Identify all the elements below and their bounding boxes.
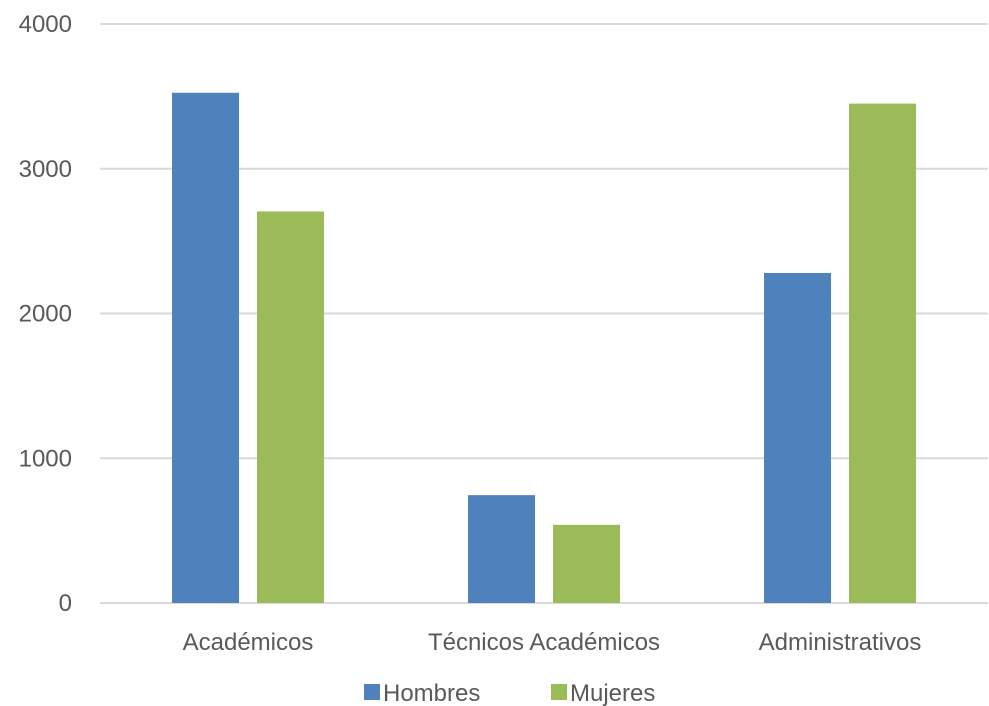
x-category-label: Técnicos Académicos bbox=[428, 629, 660, 656]
x-axis-labels: Académicos Técnicos Académicos Administrat… bbox=[183, 629, 922, 656]
y-tick-label: 0 bbox=[59, 590, 72, 617]
legend-label-hombres: Hombres bbox=[383, 680, 480, 706]
legend-swatch-mujeres bbox=[551, 684, 567, 700]
bar-hombres-0 bbox=[172, 92, 239, 603]
x-category-label: Administrativos bbox=[759, 629, 922, 656]
bars bbox=[172, 92, 916, 604]
legend-label-mujeres: Mujeres bbox=[570, 680, 655, 706]
bar-mujeres-0 bbox=[257, 211, 324, 604]
y-tick-label: 1000 bbox=[19, 445, 72, 472]
legend: Hombres Mujeres bbox=[364, 680, 655, 706]
bar-hombres-1 bbox=[468, 495, 535, 603]
gridlines bbox=[100, 23, 988, 604]
bar-mujeres-1 bbox=[553, 524, 620, 603]
bar-mujeres-2 bbox=[849, 103, 916, 604]
y-tick-label: 3000 bbox=[19, 156, 72, 183]
y-tick-label: 2000 bbox=[19, 301, 72, 328]
y-axis-ticks: 0 1000 2000 3000 4000 bbox=[19, 11, 72, 617]
bar-hombres-2 bbox=[764, 272, 831, 603]
y-tick-label: 4000 bbox=[19, 11, 72, 38]
legend-swatch-hombres bbox=[364, 684, 380, 700]
x-category-label: Académicos bbox=[183, 629, 314, 656]
